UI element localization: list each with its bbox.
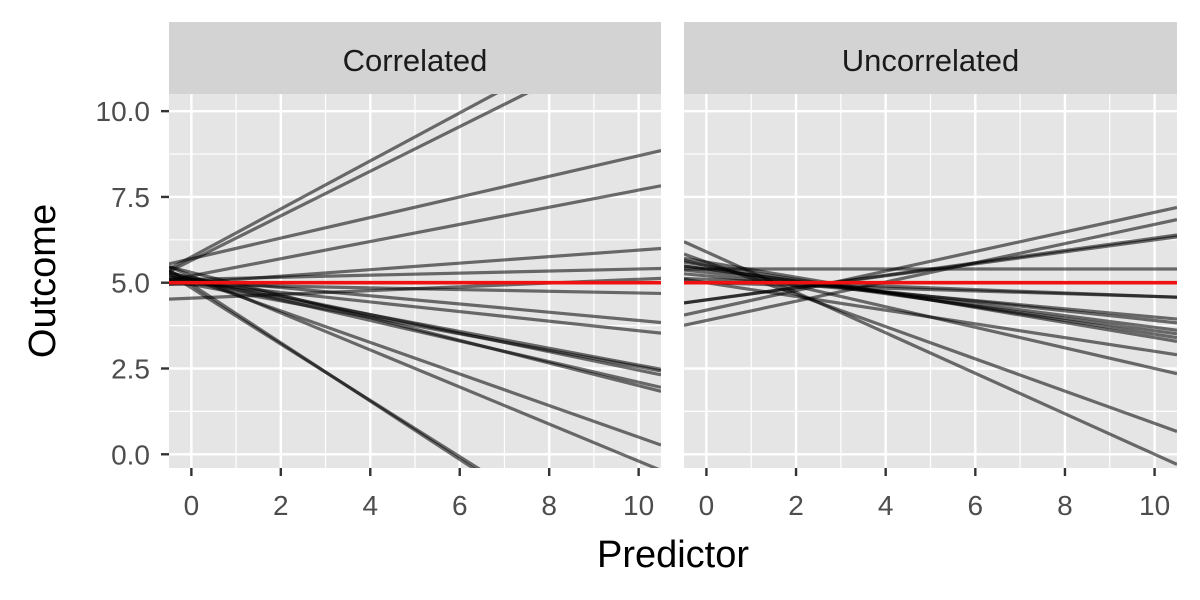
strip-label-correlated: Correlated — [343, 43, 488, 78]
x-axis-uncorrelated: 0 2 4 6 8 10 — [699, 468, 1170, 521]
group-regression-line — [169, 268, 476, 468]
y-tick-label: 0.0 — [111, 439, 150, 470]
x-tick-label: 10 — [623, 490, 654, 521]
group-regression-line — [169, 266, 661, 282]
group-regression-line — [169, 184, 661, 282]
group-regression-line — [169, 275, 661, 325]
x-axis-title: Predictor — [597, 534, 749, 576]
panel-uncorrelated: Uncorrelated — [684, 22, 1177, 468]
x-tick-label: 10 — [1139, 490, 1170, 521]
y-tick-label: 10.0 — [96, 96, 151, 127]
x-tick-label: 0 — [184, 490, 200, 521]
y-tick-label: 7.5 — [111, 182, 150, 213]
group-regression-line — [169, 94, 499, 271]
x-tick-label: 8 — [1057, 490, 1073, 521]
panel-correlated: Correlated — [169, 22, 661, 468]
group-regression-line — [684, 205, 1177, 317]
group-regression-line — [169, 94, 529, 273]
x-tick-label: 6 — [452, 490, 468, 521]
x-tick-label: 4 — [878, 490, 894, 521]
group-regression-line — [169, 265, 661, 393]
strip-background-uncorrelated — [684, 22, 1177, 94]
y-tick-label: 5.0 — [111, 268, 150, 299]
x-axis-correlated: 0 2 4 6 8 10 — [184, 468, 654, 521]
y-tick-label: 2.5 — [111, 353, 150, 384]
x-tick-label: 4 — [362, 490, 378, 521]
group-regression-line — [169, 272, 661, 389]
strip-label-uncorrelated: Uncorrelated — [842, 43, 1019, 78]
group-regression-line — [169, 271, 661, 377]
group-regression-line — [684, 277, 1177, 357]
x-tick-label: 0 — [699, 490, 715, 521]
group-regression-line — [684, 218, 1177, 327]
group-regression-line — [169, 265, 660, 468]
x-tick-label: 6 — [968, 490, 984, 521]
x-tick-label: 2 — [273, 490, 289, 521]
group-regression-line — [684, 256, 1177, 343]
group-regression-line — [684, 240, 1177, 466]
x-tick-label: 8 — [541, 490, 557, 521]
group-regression-line — [169, 149, 661, 266]
y-axis: 0.0 2.5 5.0 7.5 10.0 — [96, 96, 169, 470]
group-lines-correlated — [169, 94, 661, 468]
x-tick-label: 2 — [788, 490, 804, 521]
y-axis-title: Outcome — [22, 204, 64, 358]
strip-background-correlated — [169, 22, 661, 94]
